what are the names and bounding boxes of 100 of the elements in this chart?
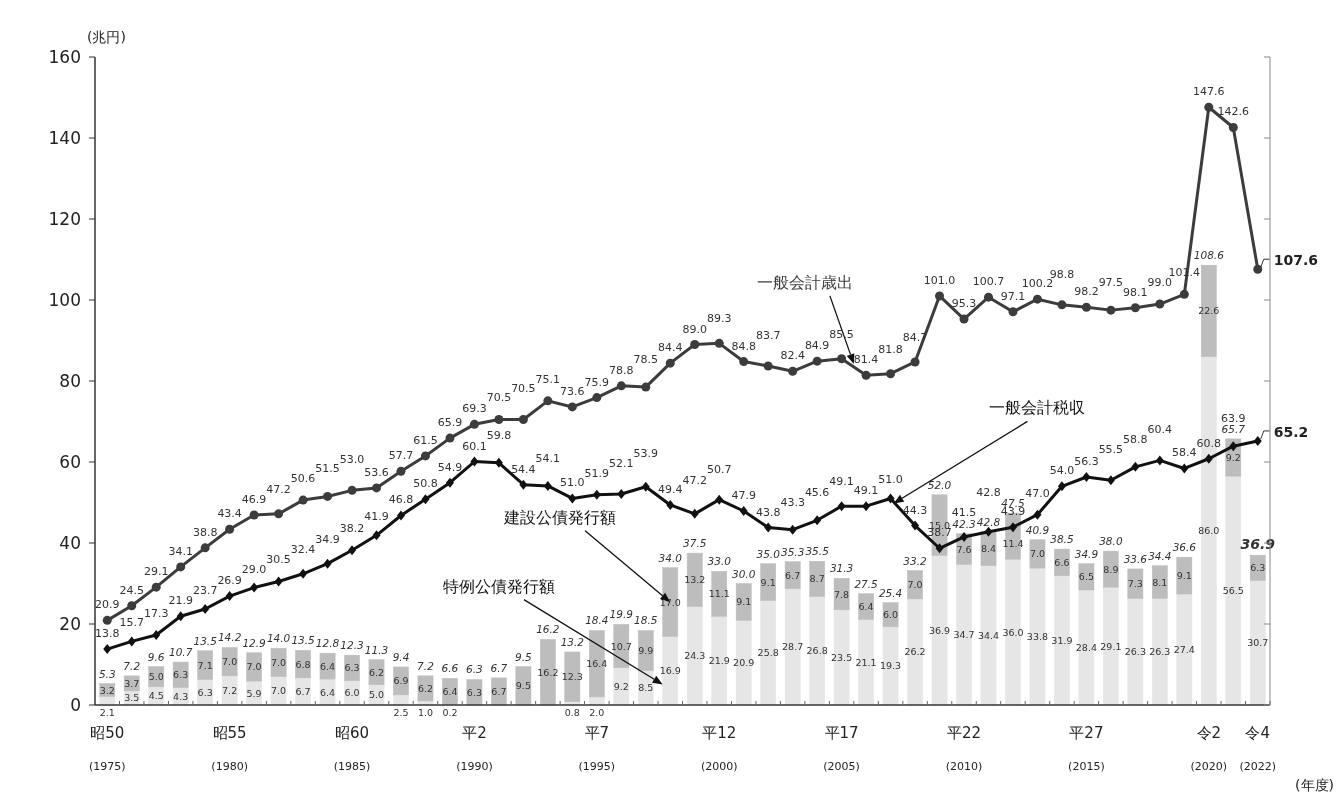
total-label: 19.9 (609, 608, 634, 621)
point (1228, 122, 1238, 132)
point (813, 515, 822, 526)
point (1253, 435, 1262, 446)
data-label: 7.8 (834, 588, 850, 600)
point (225, 591, 234, 602)
data-label: 51.5 (315, 462, 340, 476)
data-label: 55.5 (1098, 443, 1124, 457)
point (666, 499, 675, 510)
point (274, 576, 283, 587)
data-label: 25.8 (757, 647, 779, 659)
bar (882, 626, 899, 706)
point (861, 370, 871, 380)
point (1106, 475, 1115, 486)
data-label: 6.3 (173, 669, 189, 681)
data-label: 65.2 (1273, 423, 1309, 440)
data-label: 54.4 (511, 462, 536, 476)
bar (784, 588, 801, 706)
data-label: 6.4 (442, 685, 458, 697)
point (714, 338, 724, 348)
point (984, 526, 993, 537)
total-label: 52.0 (927, 478, 952, 491)
point (1057, 481, 1066, 492)
bar (858, 593, 874, 620)
data-label: 11.4 (1002, 537, 1024, 549)
data-label: 15.7 (119, 616, 144, 630)
point (347, 485, 357, 495)
total-label: 25.4 (878, 586, 903, 599)
data-label: 47.2 (266, 482, 291, 496)
bar (368, 659, 385, 685)
total-label: 36.9 (1240, 536, 1276, 553)
data-label: 42.8 (976, 485, 1001, 499)
point (1130, 303, 1140, 313)
total-label: 34.9 (1074, 547, 1099, 560)
total-label: 9.4 (392, 650, 410, 663)
data-label: 52.1 (609, 456, 634, 470)
bar (270, 676, 287, 706)
bar (980, 531, 997, 566)
point (617, 489, 626, 499)
total-label: 13.2 (560, 635, 585, 648)
point (959, 314, 969, 324)
data-label: 7.0 (271, 685, 287, 697)
bar (1103, 586, 1119, 706)
data-label: 4.3 (173, 690, 189, 702)
data-label: 58.8 (1123, 432, 1148, 446)
data-label: 53.0 (339, 453, 365, 467)
total-label: 12.8 (315, 637, 340, 650)
point (1032, 294, 1042, 304)
data-label: 10.7 (610, 640, 632, 652)
data-label: 9.1 (736, 596, 752, 608)
point (445, 477, 454, 488)
point (103, 644, 112, 655)
data-label: 9.1 (760, 576, 776, 588)
point (396, 510, 405, 521)
data-label: 81.8 (878, 342, 903, 356)
category-label: 平2 (1990) (456, 724, 493, 773)
data-label: 24.3 (684, 650, 706, 662)
point (494, 414, 504, 424)
point (274, 509, 284, 519)
point (1155, 299, 1165, 309)
data-label: 2.1 (99, 707, 115, 718)
data-label: 5.0 (148, 671, 164, 683)
total-label: 38.5 (1050, 533, 1074, 546)
data-label: 7.6 (956, 543, 972, 555)
data-label: 19.3 (879, 660, 902, 672)
category-label: 平12 (2000) (700, 724, 738, 773)
data-label: 20.9 (733, 657, 755, 669)
point (568, 493, 577, 504)
y-tick-label: 140 (48, 128, 81, 148)
data-label: 26.3 (1149, 646, 1171, 658)
data-label: 26.9 (217, 574, 242, 588)
y-tick-label: 60 (59, 452, 81, 472)
point (127, 601, 137, 611)
data-label: 43.8 (755, 505, 781, 519)
point (690, 508, 699, 519)
data-label: 29.1 (143, 565, 169, 579)
data-label: 61.5 (413, 433, 438, 447)
total-label: 6.7 (490, 661, 508, 674)
point (837, 354, 847, 364)
data-label: 84.8 (731, 339, 756, 353)
bar (613, 624, 630, 668)
data-label: 46.9 (241, 493, 267, 507)
category-label: 令4 (2022) (1239, 724, 1277, 773)
point (690, 340, 700, 350)
data-label: 7.0 (246, 661, 262, 673)
data-label: 34.7 (953, 629, 975, 641)
point (1253, 264, 1263, 274)
data-label: 49.1 (853, 484, 879, 498)
point (200, 543, 210, 553)
data-label: 4.5 (148, 690, 164, 702)
total-label: 12.9 (242, 636, 267, 649)
data-label: 26.8 (806, 645, 828, 657)
bar (1103, 550, 1119, 588)
category-label: 平7 (1995) (578, 724, 616, 773)
point (1204, 453, 1213, 464)
point (788, 524, 797, 535)
data-label: 100.7 (972, 275, 1005, 289)
data-label: 6.3 (1250, 562, 1266, 574)
point (1057, 300, 1067, 310)
point (1180, 463, 1189, 474)
